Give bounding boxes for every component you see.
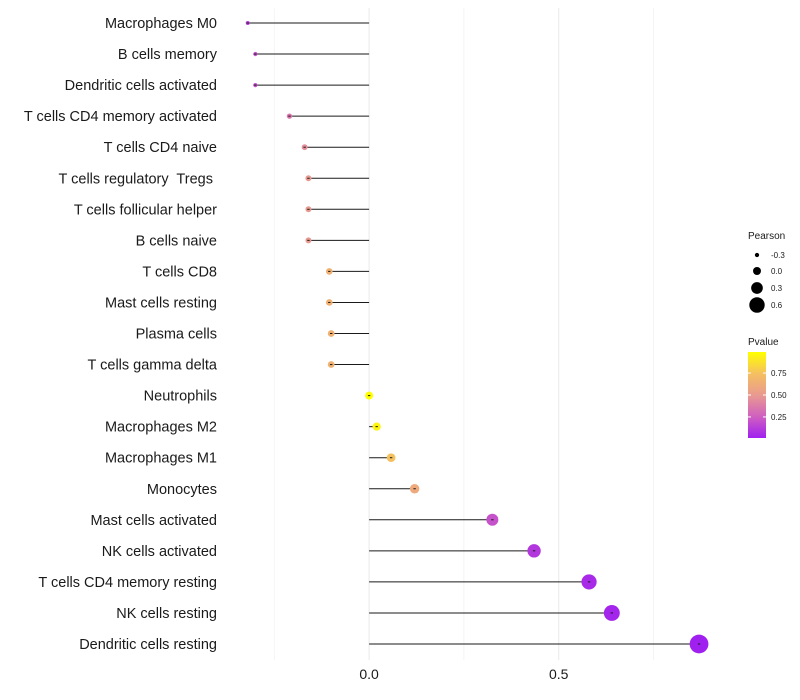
y-tick-label: Mast cells resting [105,295,217,311]
y-tick-label: Monocytes [147,482,217,498]
y-tick-label: T cells follicular helper [74,202,217,218]
y-tick-label: T cells CD4 memory resting [38,575,217,591]
color-legend-bar [748,352,766,438]
size-legend-key [753,267,761,275]
segments [247,22,700,645]
y-tick-label: Dendritic cells resting [79,637,217,653]
x-tick-label: 0.0 [359,666,379,682]
color-legend-label: 0.50 [771,391,787,400]
y-tick-label: B cells naive [136,233,217,249]
size-legend: Pearson -0.3 0.0 0.3 0.6 [748,231,785,313]
y-tick-label: Plasma cells [136,327,217,343]
size-legend-label: -0.3 [771,251,785,260]
color-legend-label: 0.75 [771,369,787,378]
y-tick-label: T cells CD4 memory activated [24,109,217,125]
color-legend-title: Pvalue [748,337,779,348]
points [245,21,709,654]
y-tick-label: T cells CD8 [142,264,217,280]
size-legend-key [749,297,765,313]
size-legend-key [751,282,763,294]
size-legend-label: 0.0 [771,267,783,276]
size-legend-label: 0.3 [771,284,783,293]
y-tick-label: NK cells resting [116,606,217,622]
x-tick-label: 0.5 [549,666,569,682]
y-tick-label: B cells memory [118,47,218,63]
x-axis-ticks: 0.0 0.5 [359,666,568,682]
y-tick-label: T cells regulatory Tregs [59,171,218,187]
size-legend-label: 0.6 [771,301,783,310]
y-tick-label: NK cells activated [102,544,217,560]
y-tick-label: T cells gamma delta [88,358,218,374]
color-legend: Pvalue 0.25 0.50 0.75 [748,337,787,438]
color-legend-label: 0.25 [771,413,787,422]
y-axis-labels: Macrophages M0 B cells memory Dendritic ce… [24,16,218,653]
size-legend-title: Pearson [748,231,785,242]
y-tick-label: Dendritic cells activated [65,78,217,94]
y-tick-label: T cells CD4 naive [104,140,217,156]
y-tick-label: Neutrophils [144,389,217,405]
size-legend-key [754,252,760,258]
y-tick-label: Macrophages M0 [105,16,217,32]
y-tick-label: Macrophages M2 [105,420,217,436]
y-tick-label: Mast cells activated [90,513,217,529]
y-tick-label: Macrophages M1 [105,451,217,467]
